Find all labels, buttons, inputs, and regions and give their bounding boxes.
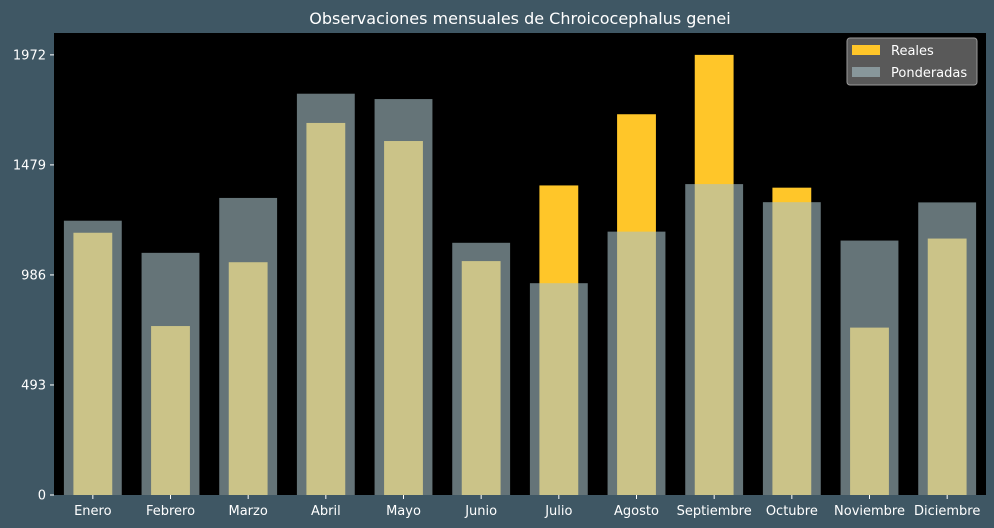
x-tick-label-febrero: Febrero xyxy=(146,504,195,519)
x-tick-label-julio: Julio xyxy=(544,504,572,519)
y-tick-label-493: 493 xyxy=(21,378,46,393)
plot-area xyxy=(54,33,986,495)
bar-ponderadas-enero xyxy=(63,220,122,495)
y-axis: 0 493 986 1479 1972 xyxy=(13,48,54,504)
legend-swatch-reales xyxy=(852,45,880,55)
bar-ponderadas-noviembre xyxy=(840,240,899,495)
y-tick-label-986: 986 xyxy=(21,268,46,283)
x-tick-label-enero: Enero xyxy=(74,504,112,519)
x-tick-label-mayo: Mayo xyxy=(386,504,421,519)
x-axis: Enero Febrero Marzo Abril Mayo Junio Julio Agos… xyxy=(74,495,980,519)
x-tick-label-marzo: Marzo xyxy=(229,504,268,519)
legend-label-ponderadas: Ponderadas xyxy=(891,66,967,81)
x-tick-label-junio: Junio xyxy=(464,504,497,519)
y-tick-label-1972: 1972 xyxy=(13,48,46,63)
bar-ponderadas-julio xyxy=(529,283,588,495)
legend-label-reales: Reales xyxy=(891,44,934,59)
bar-ponderadas-junio xyxy=(452,242,511,495)
bar-ponderadas-agosto xyxy=(607,231,666,495)
series-ponderadas xyxy=(63,93,977,496)
x-tick-label-abril: Abril xyxy=(311,504,341,519)
bar-ponderadas-mayo xyxy=(374,99,433,495)
bar-ponderadas-diciembre xyxy=(918,202,977,495)
x-tick-label-diciembre: Diciembre xyxy=(914,504,980,519)
chart-title: Observaciones mensuales de Chroicocephal… xyxy=(309,9,730,28)
legend-swatch-ponderadas xyxy=(852,67,880,77)
y-tick-label-1479: 1479 xyxy=(13,158,46,173)
x-tick-label-noviembre: Noviembre xyxy=(834,504,905,519)
bar-ponderadas-abril xyxy=(296,93,355,495)
x-tick-label-septiembre: Septiembre xyxy=(677,504,752,519)
bar-ponderadas-septiembre xyxy=(685,184,744,495)
legend: Reales Ponderadas xyxy=(846,37,978,86)
x-tick-label-octubre: Octubre xyxy=(766,504,818,519)
bar-ponderadas-octubre xyxy=(762,202,821,495)
bar-ponderadas-febrero xyxy=(141,252,200,495)
x-tick-label-agosto: Agosto xyxy=(614,504,659,519)
y-tick-label-0: 0 xyxy=(38,489,46,504)
bar-ponderadas-marzo xyxy=(219,197,278,496)
